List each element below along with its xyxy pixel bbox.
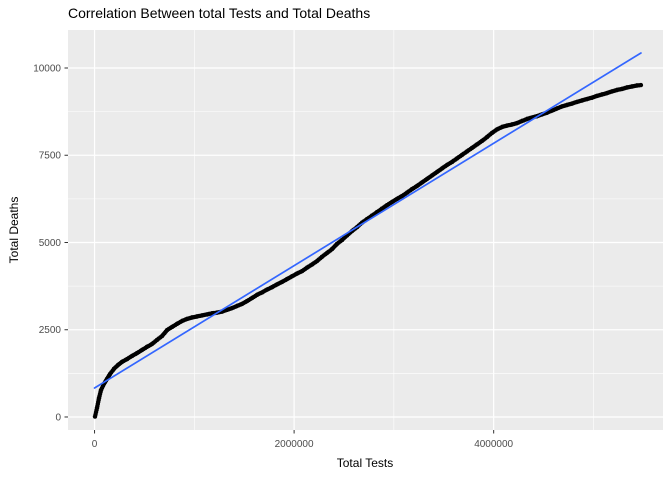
x-axis-title: Total Tests — [336, 456, 394, 470]
y-tick-label: 7500 — [39, 151, 62, 162]
axis-tick-labels: 0 2000000 4000000 0 2500 5000 7500 10000 — [33, 64, 513, 450]
data-point — [638, 82, 644, 88]
x-tick-label: 0 — [92, 439, 98, 450]
scatter-points — [92, 82, 644, 419]
y-axis-title: Total Deaths — [7, 196, 21, 264]
y-tick-label: 5000 — [39, 238, 62, 249]
y-tick-label: 2500 — [39, 325, 62, 336]
trend-line — [93, 52, 642, 389]
axis-ticks — [64, 67, 495, 434]
y-tick-label: 10000 — [33, 64, 61, 75]
plot-panel — [68, 30, 663, 430]
x-tick-label: 2000000 — [275, 439, 314, 450]
y-tick-label: 0 — [55, 412, 61, 423]
x-tick-label: 4000000 — [474, 439, 513, 450]
chart-title: Correlation Between total Tests and Tota… — [68, 5, 371, 21]
